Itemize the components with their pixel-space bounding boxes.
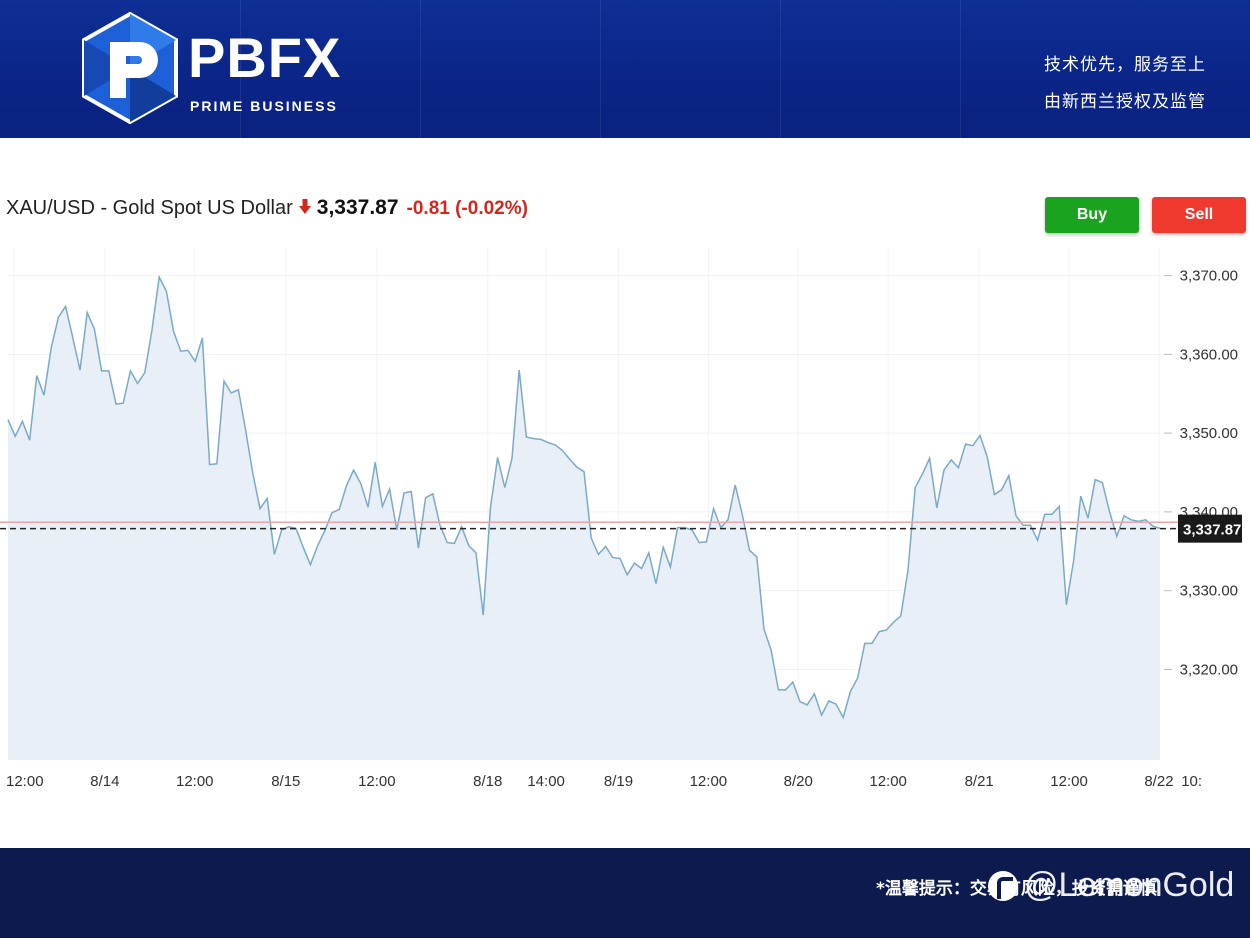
x-tick-label: 8/18 <box>473 773 502 790</box>
y-tick-label: 3,350.00 <box>1180 425 1238 442</box>
slogan-line-1: 技术优先，服务至上 <box>1044 55 1206 75</box>
x-tick-label: 8/15 <box>271 773 300 790</box>
x-tick-label: 8/19 <box>604 773 633 790</box>
slogan-line-2: 由新西兰授权及监管 <box>1044 92 1206 112</box>
brand-subtitle: PRIME BUSINESS <box>190 98 338 114</box>
brand-name: PBFX <box>188 26 342 89</box>
current-price-tag: 3,337.87 <box>1178 514 1242 543</box>
sell-button[interactable]: Sell <box>1152 197 1246 233</box>
price-line <box>7 274 1161 720</box>
x-tick-label: 12:00 <box>869 773 907 790</box>
x-tick-label: 12:00 <box>690 773 728 790</box>
footer-bar: *温馨提示：交易有风险，投资需谨慎 @LemonGold <box>0 848 1250 938</box>
pbfx-logo-icon <box>82 12 178 124</box>
header-decor-line <box>780 0 781 138</box>
x-tick-label: 8/14 <box>90 773 119 790</box>
current-price-tag-label: 3,337.87 <box>1183 522 1241 539</box>
price-area-fill <box>8 277 1160 760</box>
y-axis: 3,320.003,330.003,340.003,350.003,360.00… <box>1164 268 1238 678</box>
header-decor-line <box>600 0 601 138</box>
current-price-tag-bg <box>1178 514 1242 543</box>
header-decor-line <box>960 0 961 138</box>
header-decor-line <box>240 0 241 138</box>
price-change: -0.81 (-0.02%) <box>406 198 528 219</box>
y-tick-label: 3,370.00 <box>1180 268 1238 285</box>
y-tick-label: 3,330.00 <box>1180 583 1238 600</box>
price-chart[interactable]: 3,320.003,330.003,340.003,350.003,360.00… <box>0 240 1250 800</box>
x-tick-label: 8/22 <box>1144 773 1173 790</box>
watermark-text: @LemonGold <box>1024 866 1235 904</box>
y-tick-label: 3,320.00 <box>1180 661 1238 678</box>
x-tick-label: 12:00 <box>358 773 396 790</box>
buy-button[interactable]: Buy <box>1045 197 1139 233</box>
instrument-name: XAU/USD - Gold Spot US Dollar <box>6 197 293 219</box>
x-tick-label: 8/21 <box>965 773 994 790</box>
arrow-down-icon <box>298 199 311 214</box>
x-tick-label: 12:00 <box>176 773 214 790</box>
x-tick-label: 14:00 <box>527 773 565 790</box>
header-decor-line <box>420 0 421 138</box>
brand-header: PBFX PRIME BUSINESS 技术优先，服务至上 由新西兰授权及监管 <box>0 0 1250 138</box>
x-axis: 12:00 8/14 12:00 8/15 12:00 8/18 14:00 8/19 12:0… <box>6 773 1202 790</box>
current-price: 3,337.87 <box>316 196 399 219</box>
x-tick-label: 8/20 <box>784 773 813 790</box>
x-tick-label: 12:00 <box>1050 773 1088 790</box>
y-tick-label: 3,360.00 <box>1180 346 1238 363</box>
x-tick-label: 10: <box>1181 773 1202 790</box>
x-tick-label: 12:00 <box>6 773 44 790</box>
watermark: @LemonGold <box>988 866 1234 905</box>
social-logo-icon <box>988 870 1018 901</box>
quote-header: XAU/USD - Gold Spot US Dollar 3,337.87 -… <box>6 196 528 222</box>
